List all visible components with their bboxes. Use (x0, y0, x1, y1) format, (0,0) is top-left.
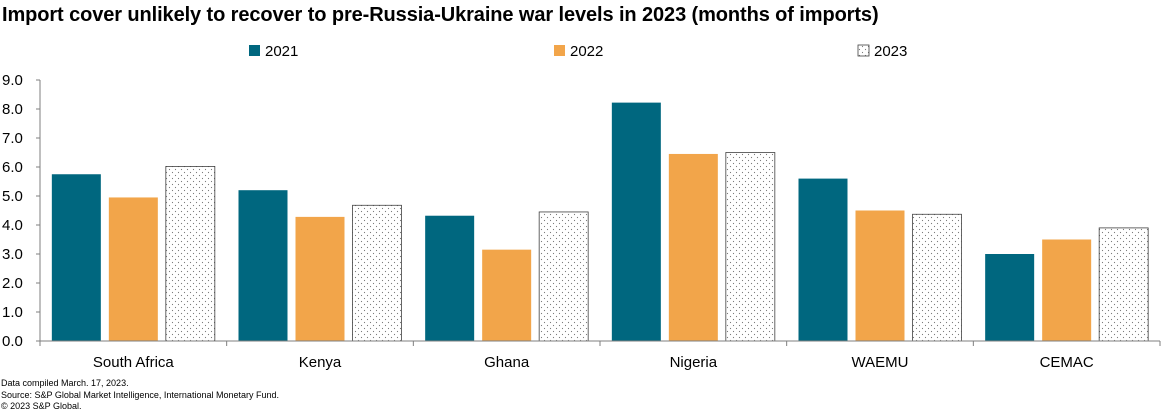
y-tick-label: 3.0 (2, 246, 23, 263)
bar (912, 213, 962, 342)
bar (482, 249, 532, 341)
legend-swatch (249, 45, 260, 56)
bar (295, 216, 345, 341)
bar (985, 254, 1035, 341)
x-tick-label: CEMAC (1040, 354, 1094, 371)
bar (611, 102, 661, 342)
legend-label: 2021 (265, 43, 298, 60)
y-tick-label: 9.0 (2, 72, 23, 89)
footer-source: Source: S&P Global Market Intelligence, … (1, 389, 279, 400)
bar (798, 178, 848, 341)
bar (668, 153, 718, 341)
bar (1098, 227, 1149, 342)
x-tick-label: Ghana (484, 354, 530, 371)
bar (51, 174, 101, 341)
bars (51, 102, 1149, 342)
y-tick-label: 4.0 (2, 217, 23, 234)
legend-label: 2022 (570, 43, 603, 60)
x-tick-label: WAEMU (852, 354, 909, 371)
y-tick-label: 0.0 (2, 333, 23, 350)
x-tick-label: Kenya (299, 354, 342, 371)
footer-copyright: © 2023 S&P Global. (1, 401, 82, 411)
bar (1042, 239, 1092, 341)
bar (108, 197, 158, 341)
bar (238, 190, 288, 341)
x-tick-label: South Africa (93, 354, 175, 371)
chart-footer: Data compiled March. 17, 2023. Source: S… (1, 378, 279, 413)
legend-swatch (554, 45, 565, 56)
y-tick-label: 7.0 (2, 130, 23, 147)
bar (165, 166, 216, 342)
footer-date: Data compiled March. 17, 2023. (1, 378, 129, 388)
chart-title: Import cover unlikely to recover to pre-… (2, 4, 879, 26)
x-tick-label: Nigeria (670, 354, 718, 371)
y-tick-label: 2.0 (2, 275, 23, 292)
y-tick-label: 6.0 (2, 159, 23, 176)
x-axis: South Africa Kenya Ghana Nigeria WAEMU CEMAC (39, 340, 1161, 371)
y-tick-label: 5.0 (2, 188, 23, 205)
bar (725, 152, 776, 342)
y-axis: 0.0 1.0 2.0 3.0 4.0 5.0 6.0 7.0 8.0 9.0 (2, 72, 41, 350)
y-tick-label: 1.0 (2, 304, 23, 321)
legend-swatch (857, 44, 870, 57)
bar (855, 210, 905, 341)
bar (538, 211, 589, 342)
legend: 2021 2022 2023 (249, 43, 907, 60)
legend-label: 2023 (874, 43, 907, 60)
y-tick-label: 8.0 (2, 101, 23, 118)
bar (352, 204, 402, 342)
bar (425, 215, 475, 341)
